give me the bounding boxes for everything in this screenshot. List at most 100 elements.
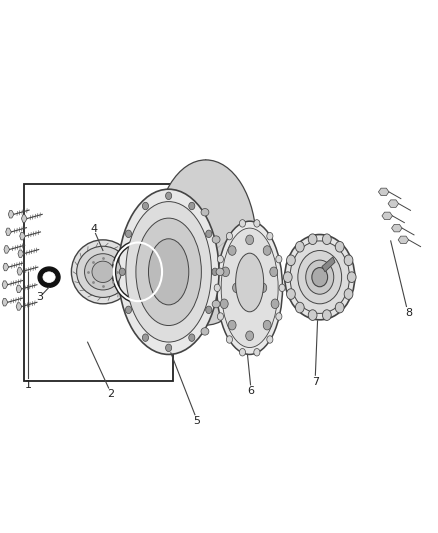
Ellipse shape <box>344 289 353 300</box>
Ellipse shape <box>236 253 264 312</box>
Ellipse shape <box>142 203 148 210</box>
Ellipse shape <box>119 268 125 276</box>
Ellipse shape <box>276 255 282 263</box>
Polygon shape <box>8 211 14 218</box>
Ellipse shape <box>306 260 334 294</box>
Ellipse shape <box>290 241 350 313</box>
Ellipse shape <box>136 218 201 326</box>
Ellipse shape <box>217 221 283 354</box>
Polygon shape <box>378 188 389 196</box>
Text: 5: 5 <box>194 416 201 426</box>
Polygon shape <box>6 228 11 236</box>
Polygon shape <box>2 281 8 288</box>
Ellipse shape <box>295 241 304 252</box>
Ellipse shape <box>263 246 271 255</box>
Ellipse shape <box>155 160 256 325</box>
Ellipse shape <box>246 235 254 245</box>
Ellipse shape <box>263 320 271 330</box>
Polygon shape <box>392 224 402 232</box>
Ellipse shape <box>233 283 240 293</box>
Ellipse shape <box>206 306 212 313</box>
Ellipse shape <box>347 272 356 282</box>
Ellipse shape <box>271 299 279 309</box>
Ellipse shape <box>220 299 228 309</box>
Ellipse shape <box>240 220 246 227</box>
Polygon shape <box>18 250 24 257</box>
Ellipse shape <box>217 255 223 263</box>
Ellipse shape <box>322 310 331 320</box>
Ellipse shape <box>212 236 220 243</box>
Ellipse shape <box>217 313 223 320</box>
Ellipse shape <box>216 268 224 276</box>
Ellipse shape <box>283 272 292 282</box>
Polygon shape <box>382 212 392 220</box>
Ellipse shape <box>308 234 317 245</box>
Ellipse shape <box>43 272 55 282</box>
Ellipse shape <box>246 331 254 341</box>
Ellipse shape <box>254 220 260 227</box>
Ellipse shape <box>148 239 189 305</box>
Polygon shape <box>118 160 206 272</box>
Ellipse shape <box>336 241 344 252</box>
Ellipse shape <box>267 336 273 343</box>
Ellipse shape <box>166 344 172 352</box>
Ellipse shape <box>118 189 219 354</box>
Ellipse shape <box>189 334 195 341</box>
Text: 1: 1 <box>25 380 32 390</box>
Ellipse shape <box>228 320 236 330</box>
Ellipse shape <box>71 240 134 304</box>
Polygon shape <box>24 184 173 381</box>
Ellipse shape <box>212 268 218 276</box>
Ellipse shape <box>92 261 114 282</box>
Ellipse shape <box>286 255 295 265</box>
Ellipse shape <box>286 289 295 300</box>
Ellipse shape <box>240 349 246 356</box>
Polygon shape <box>16 303 22 310</box>
Polygon shape <box>118 243 256 272</box>
Polygon shape <box>388 200 399 207</box>
Ellipse shape <box>201 208 209 216</box>
Ellipse shape <box>126 201 212 342</box>
Ellipse shape <box>77 246 129 297</box>
Ellipse shape <box>214 284 220 292</box>
Ellipse shape <box>228 246 236 255</box>
Ellipse shape <box>142 334 148 341</box>
Ellipse shape <box>125 306 131 313</box>
Ellipse shape <box>298 251 342 304</box>
Ellipse shape <box>344 255 353 265</box>
Polygon shape <box>322 257 335 272</box>
Ellipse shape <box>336 302 344 313</box>
Ellipse shape <box>85 254 121 290</box>
Polygon shape <box>169 160 256 272</box>
Polygon shape <box>2 298 8 306</box>
Ellipse shape <box>279 284 285 292</box>
Text: 4: 4 <box>91 224 98 234</box>
Ellipse shape <box>270 267 278 277</box>
Ellipse shape <box>267 232 273 240</box>
Polygon shape <box>398 236 409 244</box>
Polygon shape <box>17 268 23 275</box>
Text: 7: 7 <box>312 377 319 387</box>
Ellipse shape <box>295 302 304 313</box>
Ellipse shape <box>226 232 233 240</box>
Text: 6: 6 <box>247 386 254 395</box>
Ellipse shape <box>322 234 331 245</box>
Ellipse shape <box>226 336 233 343</box>
Ellipse shape <box>308 310 317 320</box>
Ellipse shape <box>259 283 267 293</box>
Text: 3: 3 <box>36 292 43 302</box>
Ellipse shape <box>125 230 131 238</box>
Ellipse shape <box>222 267 230 277</box>
Polygon shape <box>16 285 22 293</box>
Ellipse shape <box>254 349 260 356</box>
Ellipse shape <box>201 328 209 335</box>
Ellipse shape <box>38 267 60 287</box>
Ellipse shape <box>212 301 220 308</box>
Text: 2: 2 <box>107 390 114 399</box>
Text: 8: 8 <box>405 308 412 318</box>
Ellipse shape <box>206 230 212 238</box>
Polygon shape <box>3 263 9 271</box>
Polygon shape <box>4 246 10 253</box>
Ellipse shape <box>276 313 282 320</box>
Ellipse shape <box>221 228 278 348</box>
